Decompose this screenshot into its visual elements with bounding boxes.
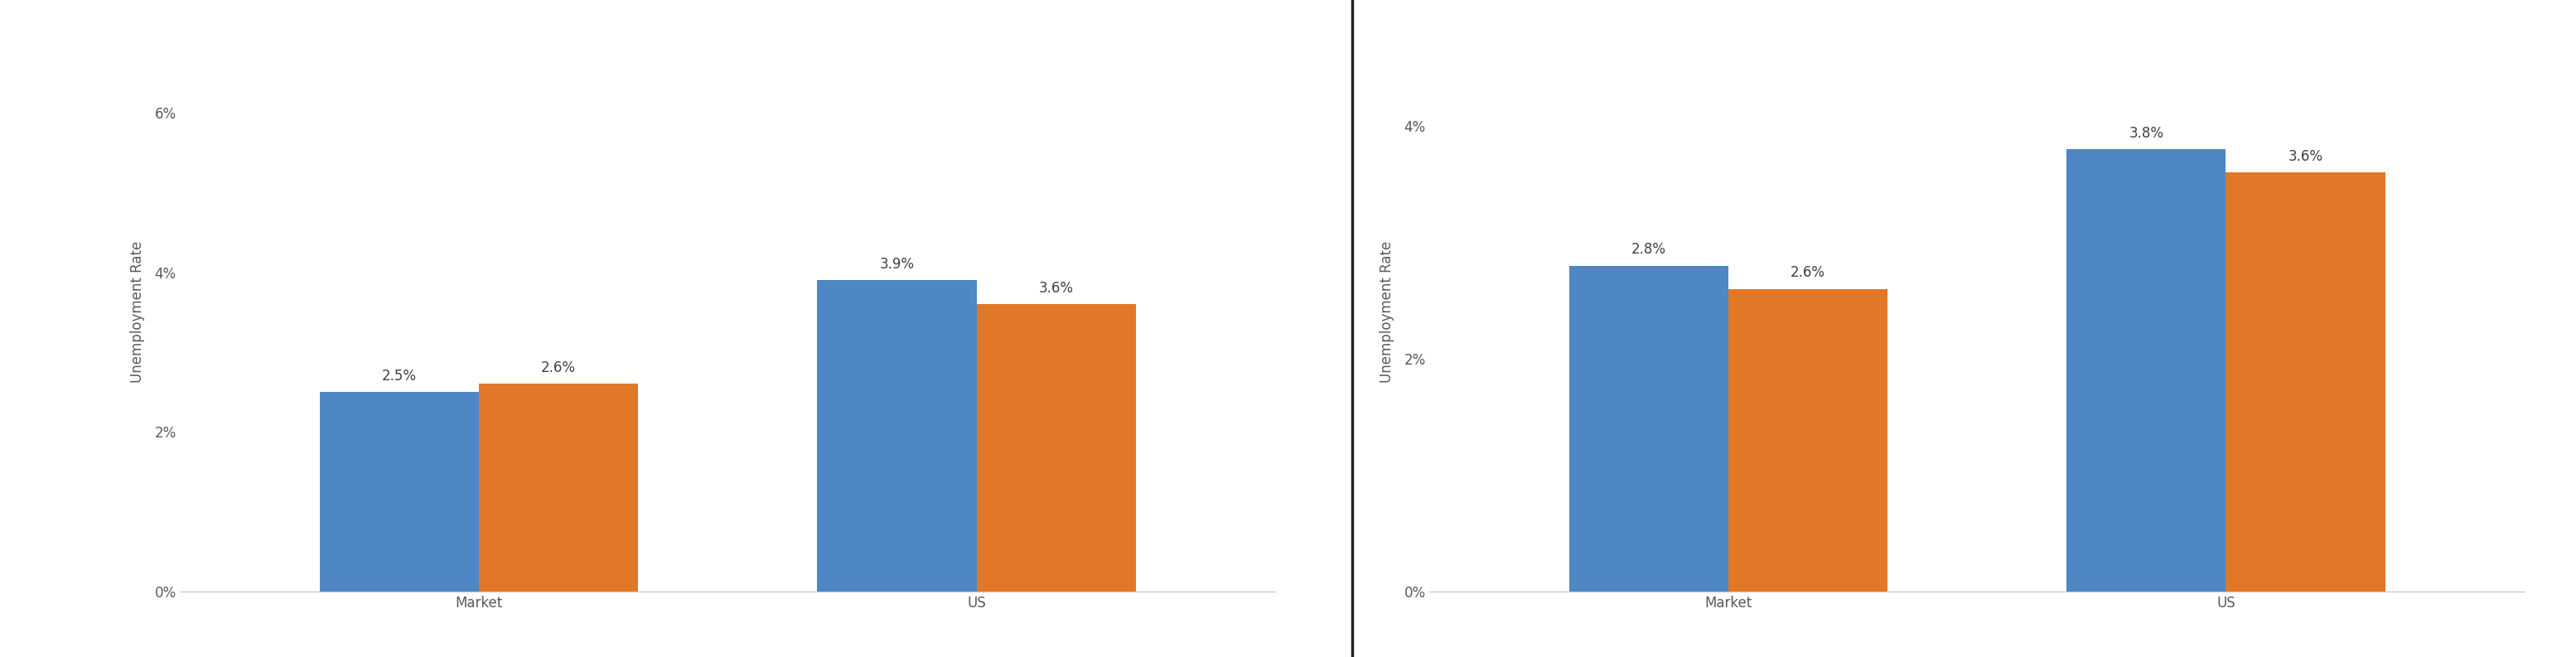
Y-axis label: Unemployment Rate: Unemployment Rate: [1381, 241, 1394, 383]
Text: 2.5%: 2.5%: [381, 369, 417, 384]
Bar: [817, 280, 976, 591]
Bar: [976, 304, 1136, 591]
Text: 2.8%: 2.8%: [1631, 242, 1667, 257]
Text: 3.6%: 3.6%: [1038, 281, 1074, 296]
Bar: [2226, 172, 2385, 591]
Bar: [1728, 289, 1888, 591]
Text: 3.8%: 3.8%: [2128, 126, 2164, 141]
Bar: [479, 384, 639, 591]
Text: 2.6%: 2.6%: [1790, 265, 1826, 281]
Text: 3.6%: 3.6%: [2287, 149, 2324, 164]
Bar: [319, 392, 479, 591]
Bar: [2066, 149, 2226, 591]
Bar: [1569, 265, 1728, 591]
Text: 2.6%: 2.6%: [541, 361, 577, 376]
Text: 3.9%: 3.9%: [878, 257, 914, 272]
Y-axis label: Unemployment Rate: Unemployment Rate: [131, 241, 144, 383]
